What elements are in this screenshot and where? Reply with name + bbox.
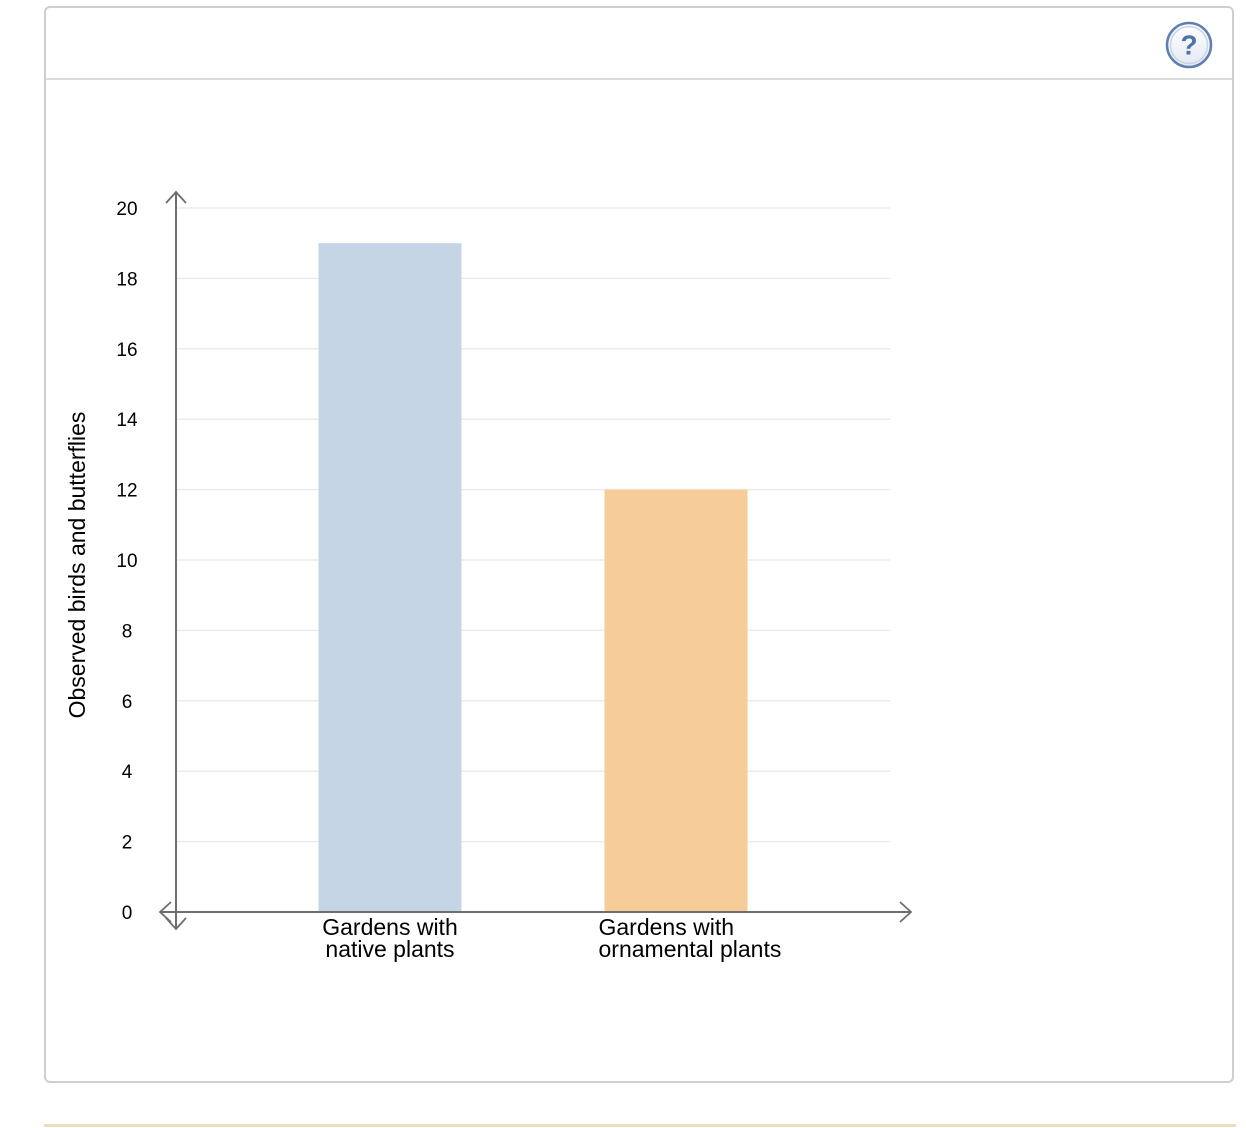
y-tick-label: 4 [122, 762, 133, 783]
axes [158, 190, 913, 931]
bar [604, 489, 748, 912]
x-tick-label: ornamental plants [599, 936, 782, 962]
x-tick-label: Gardens with [322, 914, 458, 940]
x-tick-label: Gardens with [599, 914, 735, 940]
x-tick-label: native plants [325, 936, 454, 962]
help-icon: ? [1165, 21, 1213, 69]
help-glyph: ? [1180, 30, 1197, 61]
y-tick-label: 14 [116, 410, 138, 431]
y-tick-label: 12 [116, 481, 137, 502]
bar [318, 243, 462, 912]
y-tick-label: 8 [122, 621, 133, 642]
y-tick-labels: 0 2 4 6 8 10 12 14 16 18 20 [116, 199, 138, 924]
y-axis-arrow-up [165, 190, 187, 204]
y-tick-label: 2 [122, 833, 133, 854]
y-tick-label: 18 [116, 269, 137, 290]
bars [318, 243, 748, 912]
bottom-divider [44, 1124, 1236, 1127]
y-axis-title: Observed birds and butterflies [64, 412, 90, 719]
y-tick-label: 10 [116, 551, 137, 572]
help-button[interactable]: ? [1164, 20, 1214, 70]
x-axis-arrow-left [158, 901, 172, 923]
panel-header: ? [46, 8, 1232, 80]
grid-lines [177, 207, 890, 843]
y-tick-label: 0 [122, 903, 133, 924]
y-tick-label: 6 [122, 692, 133, 713]
x-axis-arrow-right [899, 901, 913, 923]
y-tick-label: 20 [116, 199, 137, 220]
y-tick-label: 16 [116, 340, 137, 361]
